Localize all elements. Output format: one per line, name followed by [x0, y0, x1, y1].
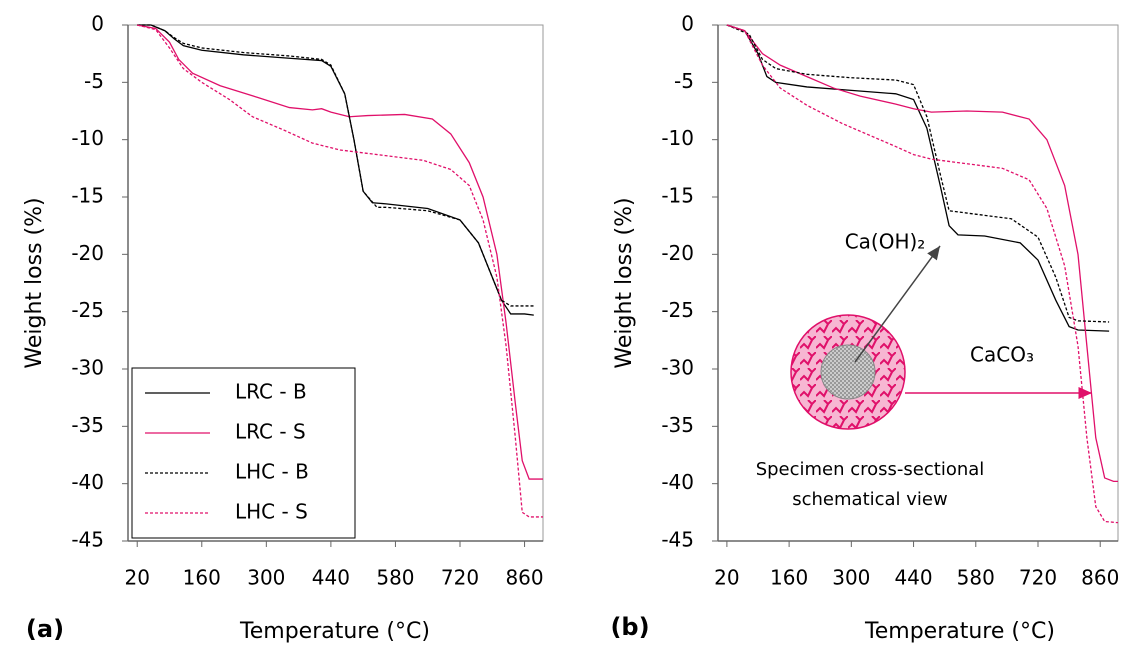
y-tick-label: -40 [661, 470, 694, 494]
legend-label: LHC - S [235, 500, 308, 524]
x-tick-label: 720 [441, 566, 479, 590]
annotation: CaCO₃ [970, 343, 1034, 367]
x-tick-label: 160 [770, 566, 808, 590]
y-tick-label: -20 [71, 241, 104, 265]
x-tick-label: 580 [376, 566, 414, 590]
y-tick-label: -5 [674, 69, 694, 93]
series-line [726, 24, 1118, 483]
annotation: Ca(OH)₂ [845, 230, 926, 254]
y-tick-label: -5 [84, 69, 104, 93]
x-axis-title: Temperature (°C) [239, 619, 430, 644]
series-line [137, 24, 543, 518]
x-tick-label: 440 [312, 566, 350, 590]
y-tick-label: -30 [71, 356, 104, 380]
y-tick-label: -10 [71, 126, 104, 150]
x-tick-label: 580 [957, 566, 995, 590]
caption: Specimen cross-sectional [756, 459, 985, 480]
y-tick-label: -35 [71, 413, 104, 437]
legend-box [131, 367, 356, 539]
series-line [726, 24, 1110, 323]
y-tick-label: -15 [661, 184, 694, 208]
x-tick-label: 440 [894, 566, 932, 590]
x-tick-label: 160 [183, 566, 221, 590]
y-tick-label: -25 [661, 298, 694, 322]
x-axis-title: Temperature (°C) [864, 619, 1055, 644]
x-tick-label: 20 [714, 566, 739, 590]
series-line [726, 24, 1119, 524]
series-line [137, 24, 534, 316]
y-tick-label: -35 [661, 413, 694, 437]
y-tick-label: -15 [71, 184, 104, 208]
y-tick-label: -10 [661, 126, 694, 150]
x-tick-label: 720 [1019, 566, 1057, 590]
series-line [726, 24, 1110, 332]
legend-label: LHC - B [235, 460, 309, 484]
y-axis-title: Weight loss (%) [22, 197, 47, 368]
y-tick-label: 0 [91, 12, 104, 36]
y-axis-title: Weight loss (%) [612, 197, 637, 368]
panel-label: (b) [610, 613, 649, 641]
y-tick-label: -30 [661, 356, 694, 380]
x-tick-label: 860 [505, 566, 543, 590]
x-tick-label: 300 [832, 566, 870, 590]
panel-label: (a) [26, 615, 64, 643]
y-tick-label: -25 [71, 298, 104, 322]
y-tick-label: -45 [661, 528, 694, 552]
y-tick-label: 0 [681, 12, 694, 36]
schematic [790, 245, 1092, 430]
x-tick-label: 300 [247, 566, 285, 590]
series-line [137, 24, 543, 480]
y-tick-label: -20 [661, 241, 694, 265]
series-line [137, 24, 534, 307]
y-tick-label: -40 [71, 470, 104, 494]
x-tick-label: 20 [124, 566, 149, 590]
x-tick-label: 860 [1081, 566, 1119, 590]
caption: schematical view [792, 489, 947, 510]
legend-label: LRC - S [235, 420, 306, 444]
legend-label: LRC - B [235, 380, 307, 404]
y-tick-label: -45 [71, 528, 104, 552]
